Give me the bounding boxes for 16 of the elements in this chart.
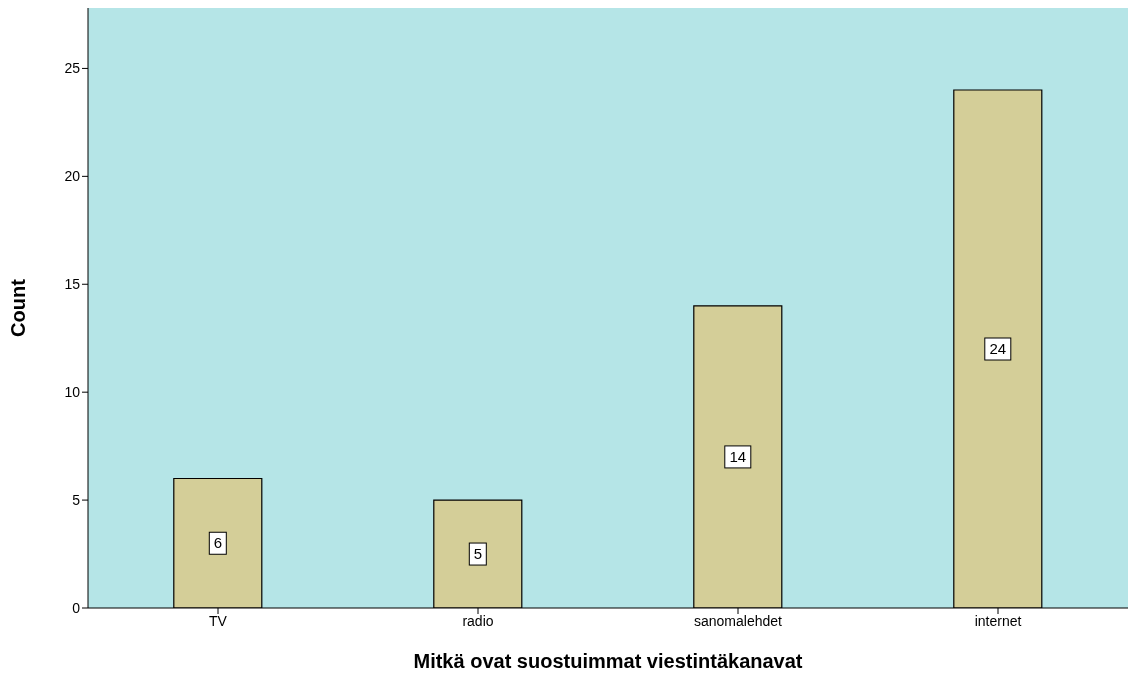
y-tick-label: 10 (64, 384, 81, 401)
y-tick-label: 25 (64, 60, 81, 77)
y-tick-label: 0 (72, 599, 81, 616)
x-tick-label: internet (974, 612, 1022, 629)
data-label: 5 (473, 545, 482, 563)
y-tick-label: 20 (64, 168, 81, 185)
y-axis-title: Count (7, 278, 30, 337)
x-tick-label: TV (209, 612, 228, 629)
y-tick-label: 5 (72, 492, 81, 509)
x-tick-label: sanomalehdet (694, 612, 783, 629)
x-axis-title: Mitkä ovat suostuimmat viestintäkanavat (413, 650, 803, 672)
x-tick-label: radio (462, 612, 494, 629)
data-label: 14 (729, 447, 747, 465)
y-tick-label: 15 (64, 276, 81, 293)
data-label: 24 (989, 340, 1007, 358)
data-label: 6 (213, 534, 222, 552)
